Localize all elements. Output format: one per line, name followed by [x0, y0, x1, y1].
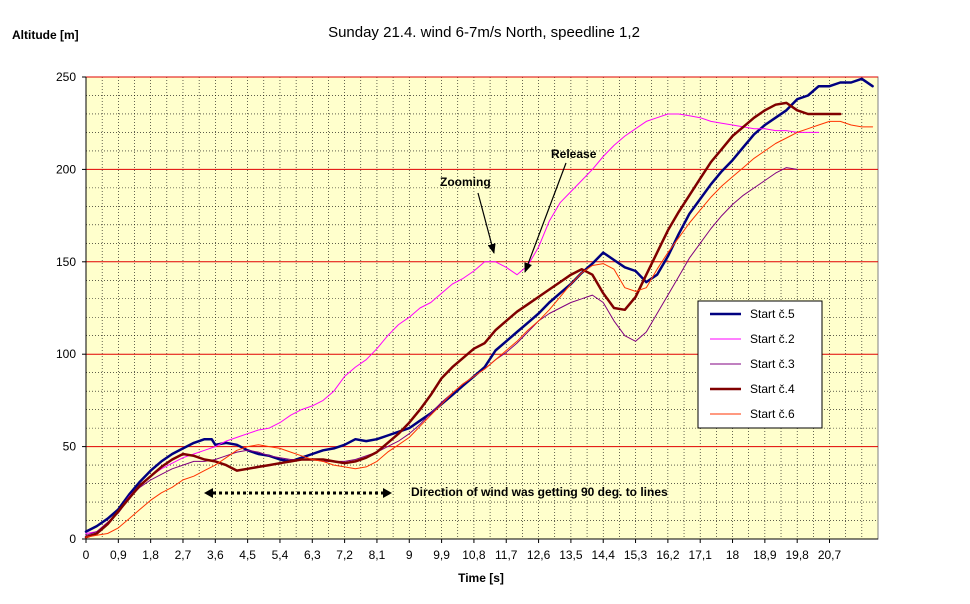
legend-label-3: Start č.3	[750, 357, 795, 371]
x-tick-label: 14,4	[592, 548, 616, 562]
y-tick-label: 150	[56, 255, 76, 269]
annotations: Zooming Release Direction of wind was ge…	[204, 147, 668, 499]
x-tick-label: 3,6	[207, 548, 224, 562]
legend-label-2: Start č.2	[750, 332, 795, 346]
x-tick-label: 6,3	[304, 548, 321, 562]
y-tick-label: 100	[56, 347, 76, 361]
x-tick-label: 18,9	[753, 548, 777, 562]
wind-arrow-left-head	[204, 488, 213, 498]
x-axis-title: Time [s]	[458, 571, 504, 585]
annotation-zooming: Zooming	[440, 175, 491, 189]
legend-label-4: Start č.4	[750, 382, 795, 396]
series-lines	[84, 77, 874, 539]
x-tick-labels: 0 0,9 1,8 2,7 3,6 4,5 5,4 6,3 7,2 8,1 9 9,9 10,8 11,7…	[83, 548, 842, 562]
x-tick-label: 0,9	[110, 548, 127, 562]
x-tick-label: 9	[406, 548, 413, 562]
x-tick-label: 10,8	[462, 548, 486, 562]
series-line-5	[85, 120, 874, 538]
chart-title: Sunday 21.4. wind 6-7m/s North, speedlin…	[328, 24, 640, 41]
zooming-arrow	[477, 192, 496, 254]
legend-label-5: Start č.6	[750, 407, 795, 421]
x-tick-label: 11,7	[495, 548, 518, 562]
legend-label-1: Start č.5	[750, 307, 795, 321]
series-line-2	[85, 113, 820, 534]
release-arrow	[524, 162, 567, 273]
x-tick-label: 20,7	[818, 548, 842, 562]
x-tick-label: 16,2	[656, 548, 680, 562]
x-tick-label: 0	[83, 548, 90, 562]
x-tick-label: 9,9	[433, 548, 450, 562]
x-tick-label: 12,6	[527, 548, 551, 562]
x-tick-label: 18	[726, 548, 740, 562]
x-tick-label: 19,8	[786, 548, 810, 562]
x-tick-label: 15,3	[624, 548, 648, 562]
x-tick-label: 13,5	[559, 548, 583, 562]
axes	[82, 76, 878, 543]
x-tick-label: 1,8	[142, 548, 159, 562]
x-tick-label: 2,7	[175, 548, 192, 562]
y-tick-label: 250	[56, 70, 76, 84]
y-tick-label: 200	[56, 162, 76, 176]
wind-arrow-right-head	[383, 488, 392, 498]
series-line-4	[84, 101, 842, 539]
x-tick-label: 8,1	[369, 548, 386, 562]
x-tick-label: 5,4	[272, 548, 289, 562]
legend: Start č.5 Start č.2 Start č.3 Start č.4 Star…	[697, 300, 823, 429]
x-tick-label: 17,1	[689, 548, 713, 562]
x-tick-label: 7,2	[336, 548, 353, 562]
x-tick-label: 4,5	[239, 548, 256, 562]
annotation-wind: Direction of wind was getting 90 deg. to…	[411, 485, 668, 499]
y-tick-label: 0	[69, 532, 76, 546]
series-line-3	[85, 167, 798, 536]
y-axis-title: Altitude [m]	[12, 28, 79, 42]
annotation-release: Release	[551, 147, 597, 161]
y-tick-labels: 0 50 100 150 200 250	[56, 70, 76, 546]
y-tick-label: 50	[63, 440, 77, 454]
